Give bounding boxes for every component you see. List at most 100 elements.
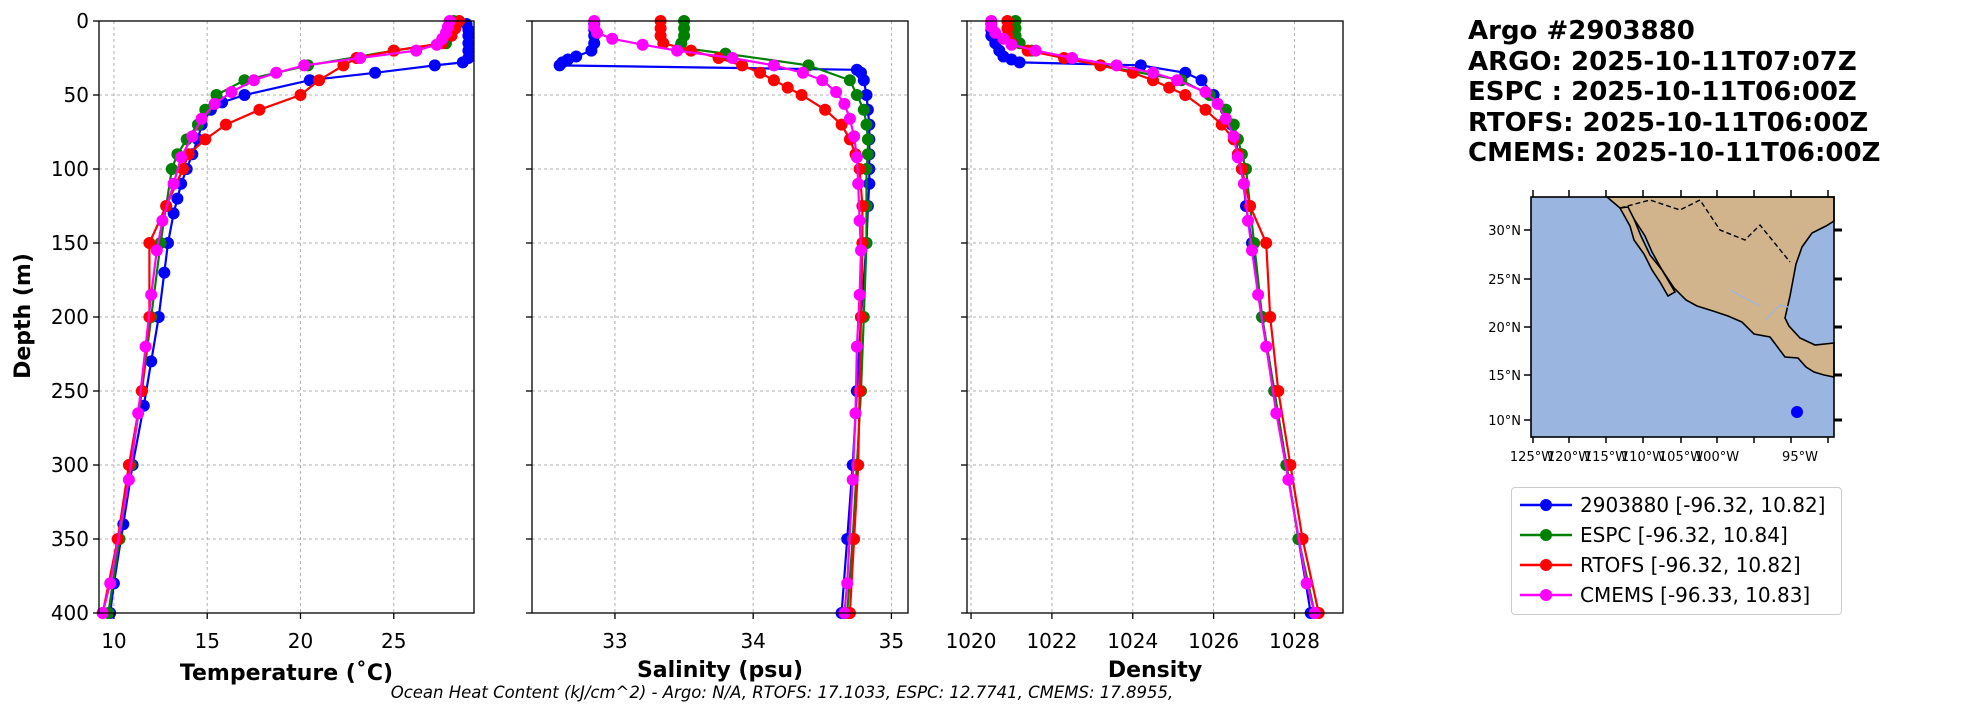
data-point-cmems <box>841 577 854 590</box>
data-point-cmems <box>175 151 188 164</box>
data-point-argo <box>369 66 382 79</box>
map-land-baja <box>1618 206 1677 298</box>
data-point-rtofs <box>736 59 749 72</box>
float-title: Argo #2903880 <box>1468 16 1695 46</box>
x-axis-label: Temperature (˚C) <box>180 661 393 686</box>
legend-entry-argo: 2903880 [-96.32, 10.82] <box>1512 490 1841 520</box>
data-point-rtofs <box>1272 385 1285 397</box>
data-point-cmems <box>1237 177 1250 190</box>
data-point-cmems <box>1066 52 1079 64</box>
data-point-cmems <box>1231 151 1244 164</box>
data-point-cmems <box>796 66 809 79</box>
data-point-cmems <box>843 112 856 125</box>
data-point-rtofs <box>294 89 307 101</box>
cmems-time: CMEMS: 2025-10-11T06:00Z <box>1468 138 1881 168</box>
data-point-espc <box>210 89 223 101</box>
data-point-rtofs <box>135 385 148 397</box>
data-point-rtofs <box>848 533 861 545</box>
info-panel: Argo #2903880 ARGO: 2025-10-11T07:07Z ES… <box>1468 16 1880 169</box>
data-point-cmems <box>1246 244 1258 257</box>
data-point-cmems <box>636 38 649 51</box>
legend-entry-rtofs: RTOFS [-96.32, 10.82] <box>1512 550 1841 580</box>
panel-2: 33 34 35 Salinity (psu) <box>526 15 909 683</box>
data-point-cmems <box>849 407 862 420</box>
data-point-espc <box>861 148 874 161</box>
data-point-espc <box>861 133 874 146</box>
data-point-argo <box>1134 59 1147 72</box>
map-river <box>1729 289 1801 321</box>
data-point-rtofs <box>1260 237 1273 249</box>
data-point-rtofs <box>177 163 189 175</box>
y-tick-label: 50 <box>64 83 89 107</box>
map-lon-label: 110°W <box>1621 450 1665 465</box>
map-lon-label: 115°W <box>1584 450 1628 465</box>
x-axis-label: Density <box>1108 658 1202 683</box>
legend-label: RTOFS [-96.32, 10.82] <box>1580 553 1801 577</box>
x-tick-label: 33 <box>602 629 627 653</box>
data-point-espc <box>850 89 863 101</box>
espc-time: ESPC : 2025-10-11T06:00Z <box>1468 77 1857 107</box>
data-point-cmems <box>104 577 117 590</box>
data-point-cmems <box>430 38 443 51</box>
data-point-cmems <box>139 340 152 353</box>
legend-label: CMEMS [-96.33, 10.83] <box>1580 583 1811 607</box>
data-point-cmems <box>208 97 221 110</box>
data-point-argo <box>303 74 316 87</box>
map-lon-label: 95°W <box>1782 450 1818 465</box>
data-point-cmems <box>1110 59 1123 72</box>
data-point-rtofs <box>143 237 156 249</box>
data-point-rtofs <box>835 118 848 131</box>
x-tick-label: 1028 <box>1269 629 1320 653</box>
data-point-cmems <box>1282 473 1295 486</box>
data-point-rtofs <box>1163 81 1176 94</box>
data-point-cmems <box>671 44 684 57</box>
data-point-cmems <box>247 74 260 87</box>
data-point-rtofs <box>795 89 808 101</box>
data-point-argo <box>553 59 566 72</box>
x-axis-label: Salinity (psu) <box>637 658 803 683</box>
data-point-cmems <box>410 44 423 57</box>
data-point-cmems <box>186 130 199 143</box>
map-lon-label: 120°W <box>1547 450 1591 465</box>
data-point-cmems <box>838 97 851 110</box>
data-point-rtofs <box>781 81 794 94</box>
data-point-rtofs <box>337 59 350 72</box>
x-tick-label: 1022 <box>1026 629 1077 653</box>
x-tick-label: 20 <box>288 629 313 653</box>
map-lat-label: 30°N <box>1488 224 1521 239</box>
data-point-cmems <box>132 407 145 420</box>
map-border <box>1619 199 1791 263</box>
y-tick-label: 100 <box>51 157 89 181</box>
data-point-rtofs <box>199 133 212 146</box>
data-point-cmems <box>850 151 863 164</box>
data-point-argo <box>585 44 598 57</box>
y-tick-label: 200 <box>51 305 89 329</box>
data-point-rtofs <box>1264 311 1277 323</box>
legend-label: 2903880 [-96.32, 10.82] <box>1580 493 1826 517</box>
x-tick-label: 10 <box>101 629 126 653</box>
data-point-cmems <box>767 59 780 72</box>
data-point-rtofs <box>313 74 326 87</box>
x-tick-label: 1026 <box>1188 629 1239 653</box>
data-point-cmems <box>1147 66 1159 79</box>
data-point-argo <box>167 207 180 220</box>
map-frame <box>1530 196 1835 438</box>
data-point-cmems <box>145 288 158 301</box>
data-point-espc <box>165 163 178 175</box>
x-tick-label: 1020 <box>946 629 997 653</box>
data-point-cmems <box>122 473 135 486</box>
legend-label: ESPC [-96.32, 10.84] <box>1580 523 1788 547</box>
data-point-argo <box>1195 74 1208 87</box>
data-point-argo <box>863 177 876 190</box>
data-point-argo <box>456 56 469 69</box>
data-point-rtofs <box>767 74 780 87</box>
y-tick-label: 150 <box>51 231 89 255</box>
map-lon-label: 100°W <box>1695 450 1739 465</box>
y-tick-label: 350 <box>51 527 89 551</box>
data-point-cmems <box>591 26 603 39</box>
data-point-cmems <box>150 244 163 257</box>
data-point-argo <box>171 192 184 205</box>
rtofs-time: RTOFS: 2025-10-11T06:00Z <box>1468 107 1869 138</box>
data-point-cmems <box>1300 577 1313 590</box>
data-point-cmems <box>852 177 865 190</box>
